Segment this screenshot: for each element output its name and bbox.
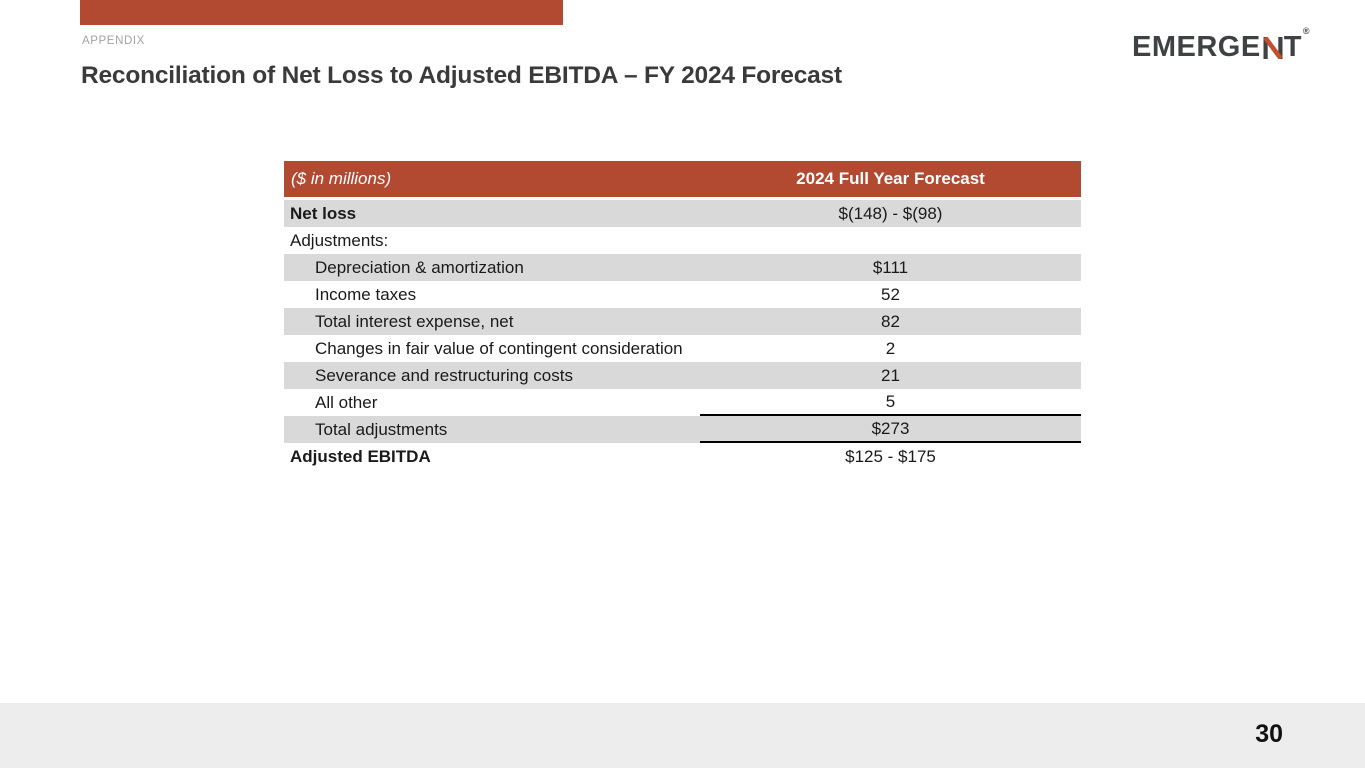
row-label: Severance and restructuring costs	[315, 365, 573, 385]
row-label: Changes in fair value of contingent cons…	[315, 338, 683, 358]
row-value: $125 - $175	[845, 446, 936, 466]
row-value: 21	[881, 365, 900, 385]
table-row-all-other: All other 5	[284, 389, 1081, 416]
table-header-row: ($ in millions) 2024 Full Year Forecast	[284, 161, 1081, 197]
top-accent-bar	[80, 0, 563, 25]
row-label: Total interest expense, net	[315, 311, 514, 331]
row-label: Adjustments:	[290, 230, 389, 250]
page-title: Reconciliation of Net Loss to Adjusted E…	[81, 62, 842, 89]
table-header-units: ($ in millions)	[291, 169, 392, 188]
row-label: Total adjustments	[315, 419, 448, 439]
footer-band	[0, 703, 1365, 768]
row-value	[700, 227, 1081, 254]
table-row-income-taxes: Income taxes 52	[284, 281, 1081, 308]
row-label: Income taxes	[315, 284, 417, 304]
section-eyebrow: APPENDIX	[82, 35, 145, 47]
row-value: 52	[881, 284, 900, 304]
logo-text-left: EMERGE	[1132, 31, 1261, 64]
row-label: All other	[315, 392, 378, 412]
row-value: 82	[881, 311, 900, 331]
table-row-adjustments-heading: Adjustments:	[284, 227, 1081, 254]
row-value: $111	[872, 257, 909, 277]
row-value: $273	[700, 416, 1081, 443]
row-value: 2	[885, 338, 896, 358]
row-label: Adjusted EBITDA	[290, 446, 431, 466]
logo-trademark: ®	[1302, 26, 1311, 36]
logo-n-icon	[1263, 37, 1283, 59]
reconciliation-table: ($ in millions) 2024 Full Year Forecast …	[284, 161, 1081, 470]
row-value: 5	[700, 389, 1081, 416]
row-label: Depreciation & amortization	[315, 257, 524, 277]
row-value: $(148) - $(98)	[838, 203, 943, 223]
table-header-forecast: 2024 Full Year Forecast	[796, 169, 985, 188]
table-row-depreciation: Depreciation & amortization $111	[284, 254, 1081, 281]
page-number: 30	[1255, 720, 1283, 748]
logo-text-right: T	[1283, 31, 1302, 64]
table-row-interest-expense: Total interest expense, net 82	[284, 308, 1081, 335]
row-label: Net loss	[290, 203, 357, 223]
table-row-total-adjustments: Total adjustments $273	[284, 416, 1081, 443]
table-row-contingent-consideration: Changes in fair value of contingent cons…	[284, 335, 1081, 362]
emergent-logo: EMERGE T ®	[1132, 26, 1311, 64]
table-row-net-loss: Net loss $(148) - $(98)	[284, 200, 1081, 227]
table-row-severance: Severance and restructuring costs 21	[284, 362, 1081, 389]
table-row-adjusted-ebitda: Adjusted EBITDA $125 - $175	[284, 443, 1081, 470]
